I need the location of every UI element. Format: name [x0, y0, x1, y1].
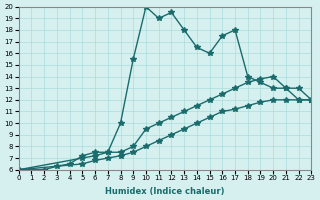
X-axis label: Humidex (Indice chaleur): Humidex (Indice chaleur): [105, 187, 225, 196]
